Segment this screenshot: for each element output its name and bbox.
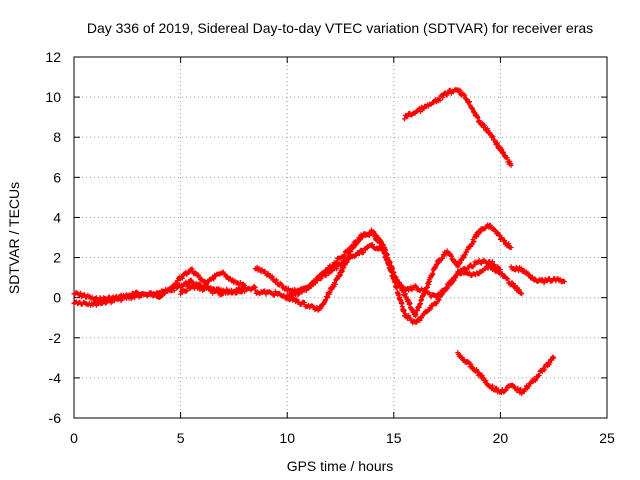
x-tick-label: 5 <box>177 430 185 446</box>
series-marks <box>508 264 567 286</box>
series-track-9 <box>508 264 567 286</box>
series-marks <box>455 350 557 397</box>
x-tick-label: 15 <box>386 430 402 446</box>
series-track-8 <box>455 350 557 397</box>
y-tick-label: 12 <box>45 49 61 65</box>
y-tick-label: -2 <box>49 330 62 346</box>
y-tick-label: 4 <box>53 209 61 225</box>
y-axis-label: SDTVAR / TECUs <box>6 182 22 294</box>
y-tick-label: 2 <box>53 250 61 266</box>
y-tick-label: -6 <box>49 410 62 426</box>
x-tick-label: 0 <box>70 430 78 446</box>
y-tick-label: 6 <box>53 169 61 185</box>
chart-title: Day 336 of 2019, Sidereal Day-to-day VTE… <box>87 20 593 36</box>
series-marks <box>402 87 514 168</box>
axis-ticks: 0 5 10 15 20 25 -6 -4 -2 0 2 4 6 8 10 12 <box>45 49 615 446</box>
x-tick-label: 20 <box>493 430 509 446</box>
data-marks <box>71 87 567 397</box>
series-track-4 <box>252 222 514 319</box>
grid-lines <box>74 57 607 418</box>
x-tick-label: 25 <box>599 430 615 446</box>
y-tick-label: 10 <box>45 89 61 105</box>
y-tick-label: -4 <box>49 370 62 386</box>
series-marks <box>252 222 514 319</box>
plot-frame <box>73 56 608 419</box>
series-marks <box>284 242 525 326</box>
series-track-7 <box>402 87 514 168</box>
y-tick-label: 8 <box>53 129 61 145</box>
x-tick-label: 10 <box>279 430 295 446</box>
series-track-6 <box>284 242 525 326</box>
y-tick-label: 0 <box>53 290 61 306</box>
series-marks <box>178 269 248 297</box>
series-track-3 <box>178 269 248 297</box>
x-axis-label: GPS time / hours <box>287 458 394 474</box>
